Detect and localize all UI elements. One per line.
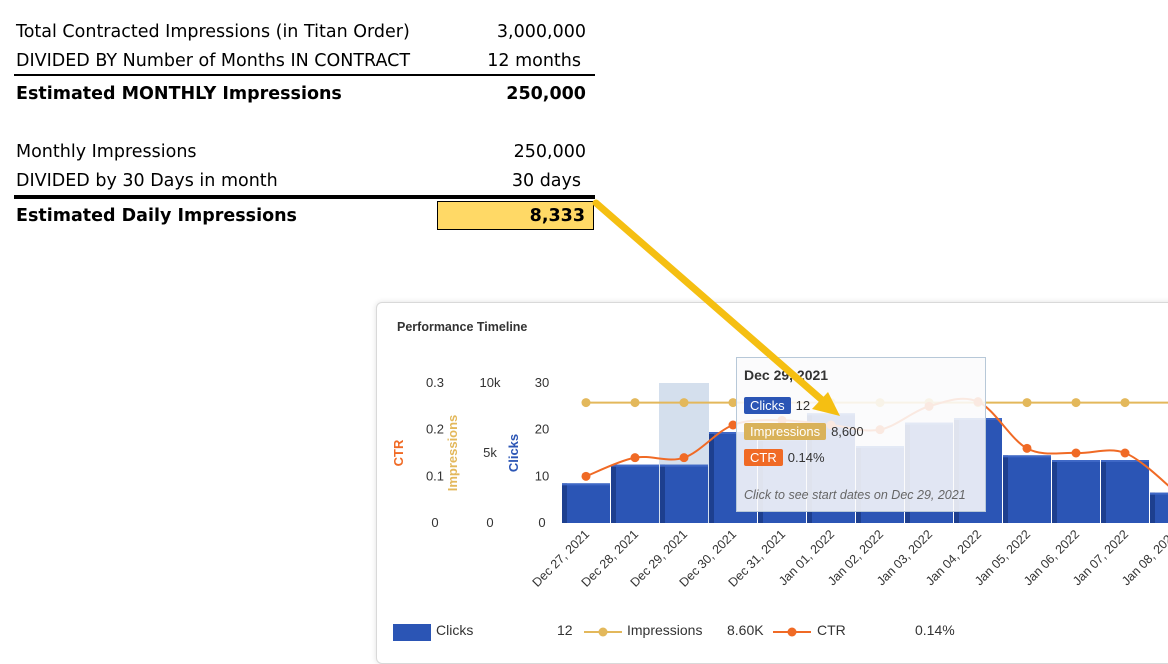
point-impressions-9 <box>1022 398 1032 408</box>
bar-clicks-11 <box>1101 460 1149 523</box>
calc-value-monthly-impressions: 250,000 <box>506 84 586 104</box>
legend-ctr-swatch <box>773 627 811 637</box>
performance-timeline-card: Performance Timeline 0 0.1 0.2 0.3 0 5k 10k 0 10… <box>376 302 1168 664</box>
calc-label-monthly-impressions-2: Monthly Impressions <box>16 142 197 162</box>
tooltip-footer: Click to see start dates on Dec 29, 2021 <box>744 488 966 502</box>
legend-ctr-label[interactable]: CTR <box>817 622 846 638</box>
point-ctr-9 <box>1022 443 1032 453</box>
bar-clicks-side-1 <box>611 464 616 523</box>
point-impressions-3 <box>728 398 738 408</box>
point-ctr-0 <box>581 471 591 481</box>
y-tick-clicks-2: 20 <box>535 422 549 437</box>
bar-clicks-side-10 <box>1052 460 1057 523</box>
y-tick-ctr-0: 0 <box>431 515 438 530</box>
legend-impressions-value: 8.60K <box>727 622 764 638</box>
y-tick-ctr-1: 0.1 <box>426 468 444 483</box>
axis-title-clicks: Clicks <box>506 434 521 472</box>
calc-value-total-contracted: 3,000,000 <box>496 22 586 42</box>
calc-label-monthly-impressions: Estimated MONTHLY Impressions <box>16 84 342 104</box>
bar-clicks-top-3 <box>709 432 757 434</box>
calc-label-days: DIVIDED by 30 Days in month <box>16 171 278 191</box>
y-tick-clicks-3: 30 <box>535 375 549 390</box>
tooltip-ctr-row: CTR 0.14% <box>744 449 825 466</box>
bar-clicks-top-1 <box>611 464 659 467</box>
point-ctr-11 <box>1120 448 1130 458</box>
tooltip-clicks-value: 12 <box>795 398 811 413</box>
tooltip-clicks-row: Clicks 12 <box>744 397 810 414</box>
annotation-arrow <box>592 199 840 416</box>
y-tick-impressions-2: 10k <box>480 375 501 390</box>
bar-clicks-top-0 <box>562 483 610 486</box>
tooltip-impressions-row: Impressions 8,600 <box>744 423 864 440</box>
point-impressions-11 <box>1120 398 1130 408</box>
arrow-shaft <box>592 199 826 404</box>
point-impressions-0 <box>581 398 591 408</box>
calc-value-months: 12 months <box>487 51 581 71</box>
bar-clicks-side-0 <box>562 483 567 523</box>
tooltip-date: Dec 29, 2021 <box>744 367 829 383</box>
bar-clicks-top-2 <box>660 464 708 467</box>
tooltip-impressions-badge: Impressions <box>744 423 827 440</box>
point-impressions-10 <box>1071 398 1081 408</box>
calc-divider <box>14 74 595 76</box>
bar-clicks-side-11 <box>1101 460 1106 523</box>
arrow-head <box>812 392 840 416</box>
axis-title-ctr: CTR <box>391 439 406 466</box>
calc-label-months: DIVIDED BY Number of Months IN CONTRACT <box>16 51 411 71</box>
tooltip-ctr-value: 0.14% <box>787 450 825 465</box>
y-tick-clicks-0: 0 <box>538 515 545 530</box>
calc-label-daily-impressions: Estimated Daily Impressions <box>16 206 297 226</box>
legend-ctr-value: 0.14% <box>915 622 955 638</box>
legend-clicks-value: 12 <box>557 622 573 638</box>
point-ctr-2 <box>679 453 689 463</box>
legend-impressions-swatch <box>584 627 622 637</box>
y-tick-impressions-1: 5k <box>483 445 497 460</box>
calc-label-total-contracted: Total Contracted Impressions (in Titan O… <box>16 22 410 42</box>
bar-clicks-1 <box>611 464 659 523</box>
calc-value-monthly-impressions-2: 250,000 <box>513 142 586 162</box>
bar-clicks-0 <box>562 483 610 523</box>
card-title: Performance Timeline <box>397 320 528 334</box>
tooltip-ctr-badge: CTR <box>744 449 783 466</box>
bar-clicks-side-9 <box>1003 455 1008 523</box>
bar-clicks-side-12 <box>1150 492 1155 523</box>
calc-value-daily-impressions: 8,333 <box>529 206 585 226</box>
point-impressions-2 <box>679 398 689 408</box>
bar-clicks-top-12 <box>1150 492 1168 495</box>
bar-clicks-top-9 <box>1003 455 1051 458</box>
bar-clicks-9 <box>1003 455 1051 523</box>
bar-clicks-top-10 <box>1052 460 1100 462</box>
y-tick-ctr-2: 0.2 <box>426 422 444 437</box>
bar-clicks-2 <box>660 464 708 523</box>
calc-divider-thick <box>14 195 595 199</box>
legend-impressions-label[interactable]: Impressions <box>627 622 703 638</box>
point-ctr-1 <box>630 453 640 463</box>
y-tick-clicks-1: 10 <box>535 468 549 483</box>
tooltip-impressions-value: 8,600 <box>831 424 864 439</box>
bar-clicks-side-3 <box>709 432 714 523</box>
axis-title-impressions: Impressions <box>445 415 460 492</box>
bar-clicks-top-11 <box>1101 460 1149 462</box>
point-ctr-10 <box>1071 448 1081 458</box>
legend-clicks-swatch <box>393 624 431 641</box>
calc-value-days: 30 days <box>511 171 581 191</box>
legend-clicks-label[interactable]: Clicks <box>436 622 474 638</box>
point-impressions-1 <box>630 398 640 408</box>
bar-clicks-10 <box>1052 460 1100 523</box>
point-ctr-3 <box>728 420 738 430</box>
y-tick-impressions-0: 0 <box>486 515 493 530</box>
daily-impressions-highlight <box>437 201 594 230</box>
y-tick-ctr-3: 0.3 <box>426 375 444 390</box>
tooltip-clicks-badge: Clicks <box>744 397 791 414</box>
bar-clicks-side-2 <box>660 464 665 523</box>
chart-tooltip[interactable]: Dec 29, 2021 Clicks 12 Impressions 8,600 C… <box>736 357 986 512</box>
